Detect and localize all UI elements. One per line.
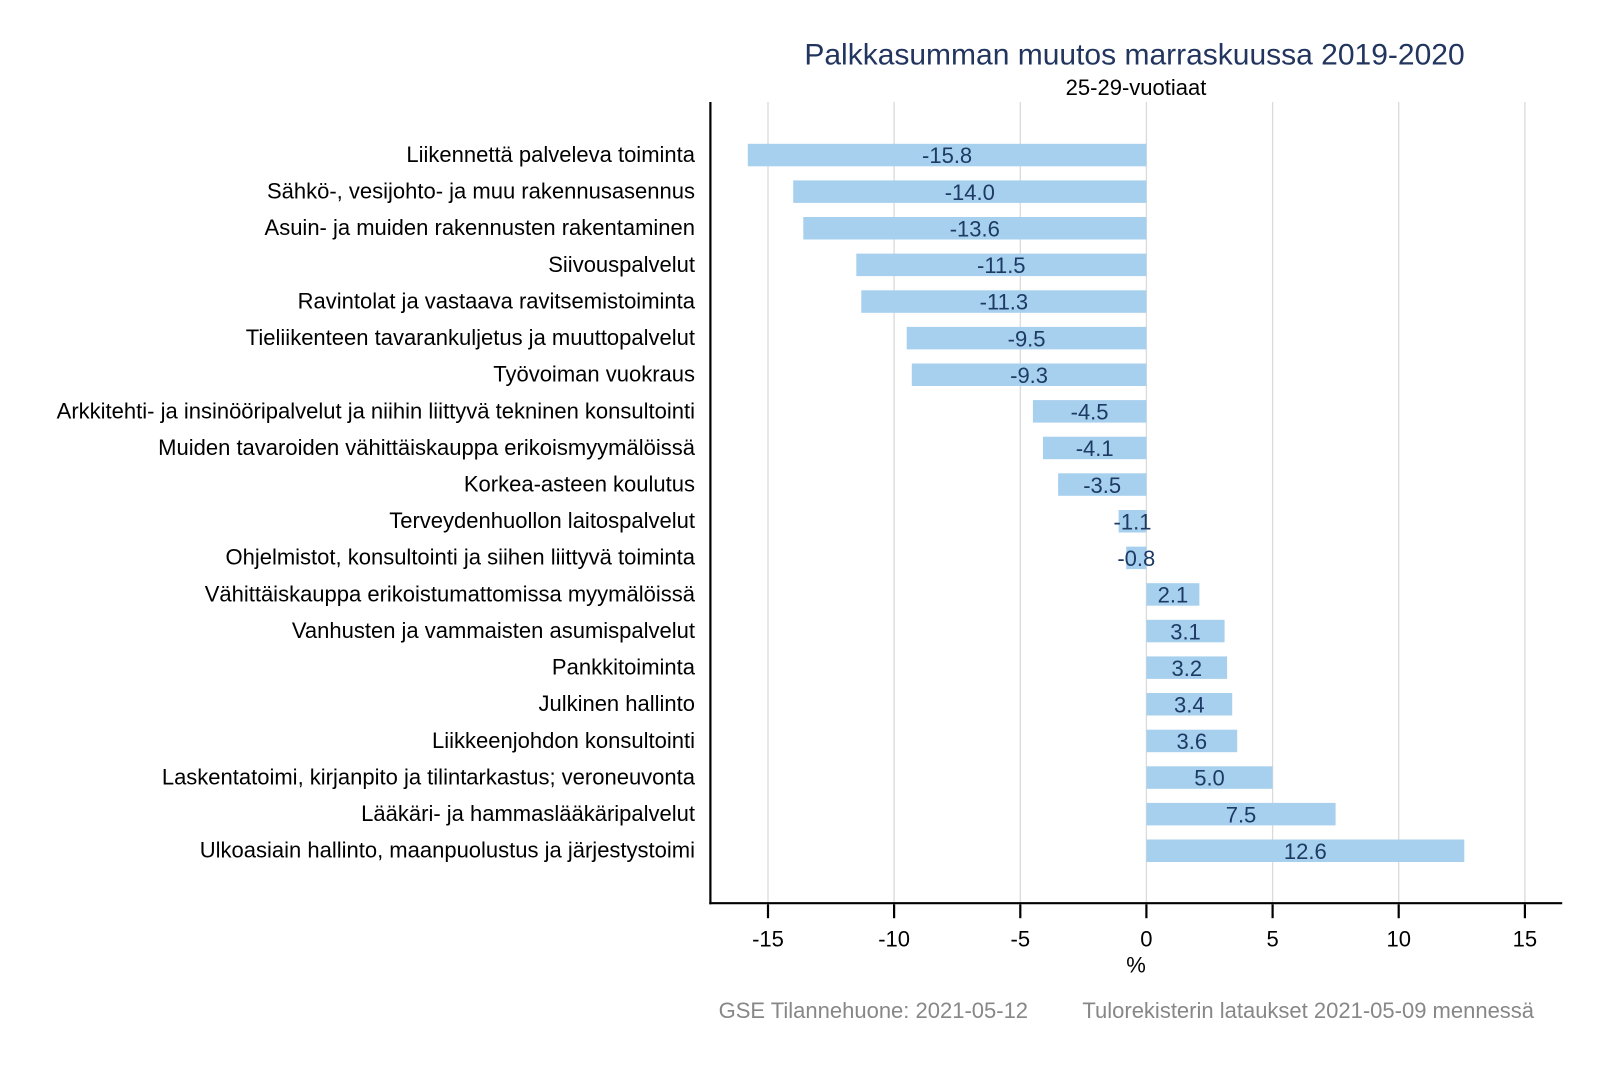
svg-text:-15: -15 bbox=[752, 927, 784, 952]
svg-text:-9.3: -9.3 bbox=[1010, 363, 1048, 388]
svg-text:-9.5: -9.5 bbox=[1008, 326, 1046, 351]
svg-text:10: 10 bbox=[1386, 927, 1410, 952]
svg-text:Vähittäiskauppa erikoistumatto: Vähittäiskauppa erikoistumattomissa myym… bbox=[205, 581, 696, 606]
svg-text:-1.1: -1.1 bbox=[1114, 509, 1152, 534]
svg-text:Siivouspalvelut: Siivouspalvelut bbox=[548, 252, 695, 277]
svg-text:-11.5: -11.5 bbox=[977, 253, 1026, 278]
svg-text:Tulorekisterin lataukset 2021-: Tulorekisterin lataukset 2021-05-09 menn… bbox=[1082, 998, 1534, 1023]
svg-text:2.1: 2.1 bbox=[1158, 583, 1189, 608]
svg-text:-4.5: -4.5 bbox=[1071, 400, 1109, 425]
svg-text:0: 0 bbox=[1140, 927, 1152, 952]
svg-text:Terveydenhuollon laitospalvelu: Terveydenhuollon laitospalvelut bbox=[389, 508, 695, 533]
svg-text:7.5: 7.5 bbox=[1226, 802, 1257, 827]
svg-text:-13.6: -13.6 bbox=[950, 217, 1000, 242]
svg-text:Laskentatoimi, kirjanpito ja t: Laskentatoimi, kirjanpito ja tilintarkas… bbox=[162, 764, 696, 789]
svg-text:GSE Tilannehuone: 2021-05-12: GSE Tilannehuone: 2021-05-12 bbox=[719, 998, 1028, 1023]
svg-text:3.2: 3.2 bbox=[1172, 656, 1203, 681]
svg-text:-10: -10 bbox=[878, 927, 910, 952]
svg-text:Liikennettä palveleva toiminta: Liikennettä palveleva toiminta bbox=[406, 142, 695, 167]
svg-text:3.1: 3.1 bbox=[1170, 619, 1201, 644]
svg-text:-0.8: -0.8 bbox=[1117, 546, 1155, 571]
svg-text:Muiden tavaroiden vähittäiskau: Muiden tavaroiden vähittäiskauppa erikoi… bbox=[158, 435, 696, 460]
svg-text:Sähkö-, vesijohto- ja muu rake: Sähkö-, vesijohto- ja muu rakennusasennu… bbox=[267, 179, 695, 204]
svg-text:Julkinen hallinto: Julkinen hallinto bbox=[538, 691, 695, 716]
svg-text:5.0: 5.0 bbox=[1194, 766, 1225, 791]
svg-text:Liikkeenjohdon konsultointi: Liikkeenjohdon konsultointi bbox=[432, 728, 695, 753]
svg-text:Työvoiman vuokraus: Työvoiman vuokraus bbox=[493, 362, 695, 387]
svg-text:Pankkitoiminta: Pankkitoiminta bbox=[552, 655, 696, 680]
svg-text:-4.1: -4.1 bbox=[1076, 436, 1114, 461]
svg-text:-3.5: -3.5 bbox=[1083, 473, 1121, 498]
svg-text:Vanhusten ja vammaisten asumis: Vanhusten ja vammaisten asumispalvelut bbox=[292, 618, 695, 643]
svg-text:5: 5 bbox=[1266, 927, 1278, 952]
svg-text:-5: -5 bbox=[1011, 927, 1031, 952]
svg-text:-15.8: -15.8 bbox=[922, 143, 972, 168]
svg-text:Tieliikenteen tavarankuljetus: Tieliikenteen tavarankuljetus ja muuttop… bbox=[246, 325, 695, 350]
svg-text:Korkea-asteen koulutus: Korkea-asteen koulutus bbox=[464, 472, 695, 497]
svg-text:25-29-vuotiaat: 25-29-vuotiaat bbox=[1066, 75, 1207, 100]
svg-text:Asuin- ja muiden rakennusten r: Asuin- ja muiden rakennusten rakentamine… bbox=[265, 215, 695, 240]
svg-text:12.6: 12.6 bbox=[1284, 839, 1327, 864]
svg-text:Lääkäri- ja hammaslääkäripalve: Lääkäri- ja hammaslääkäripalvelut bbox=[361, 801, 695, 826]
svg-text:Ohjelmistot, konsultointi ja s: Ohjelmistot, konsultointi ja siihen liit… bbox=[225, 545, 695, 570]
svg-text:Arkkitehti- ja insinööripalvel: Arkkitehti- ja insinööripalvelut ja niih… bbox=[57, 398, 695, 423]
svg-text:Ravintolat ja vastaava ravitse: Ravintolat ja vastaava ravitsemistoimint… bbox=[298, 288, 696, 313]
svg-text:-11.3: -11.3 bbox=[980, 290, 1029, 315]
svg-text:3.4: 3.4 bbox=[1174, 693, 1205, 718]
svg-text:%: % bbox=[1126, 953, 1146, 978]
svg-text:Ulkoasiain hallinto, maanpuolu: Ulkoasiain hallinto, maanpuolustus ja jä… bbox=[200, 838, 695, 863]
svg-text:15: 15 bbox=[1513, 927, 1537, 952]
svg-text:3.6: 3.6 bbox=[1177, 729, 1208, 754]
svg-text:-14.0: -14.0 bbox=[945, 180, 995, 205]
svg-text:Palkkasumman muutos marraskuus: Palkkasumman muutos marraskuussa 2019-20… bbox=[804, 38, 1464, 71]
